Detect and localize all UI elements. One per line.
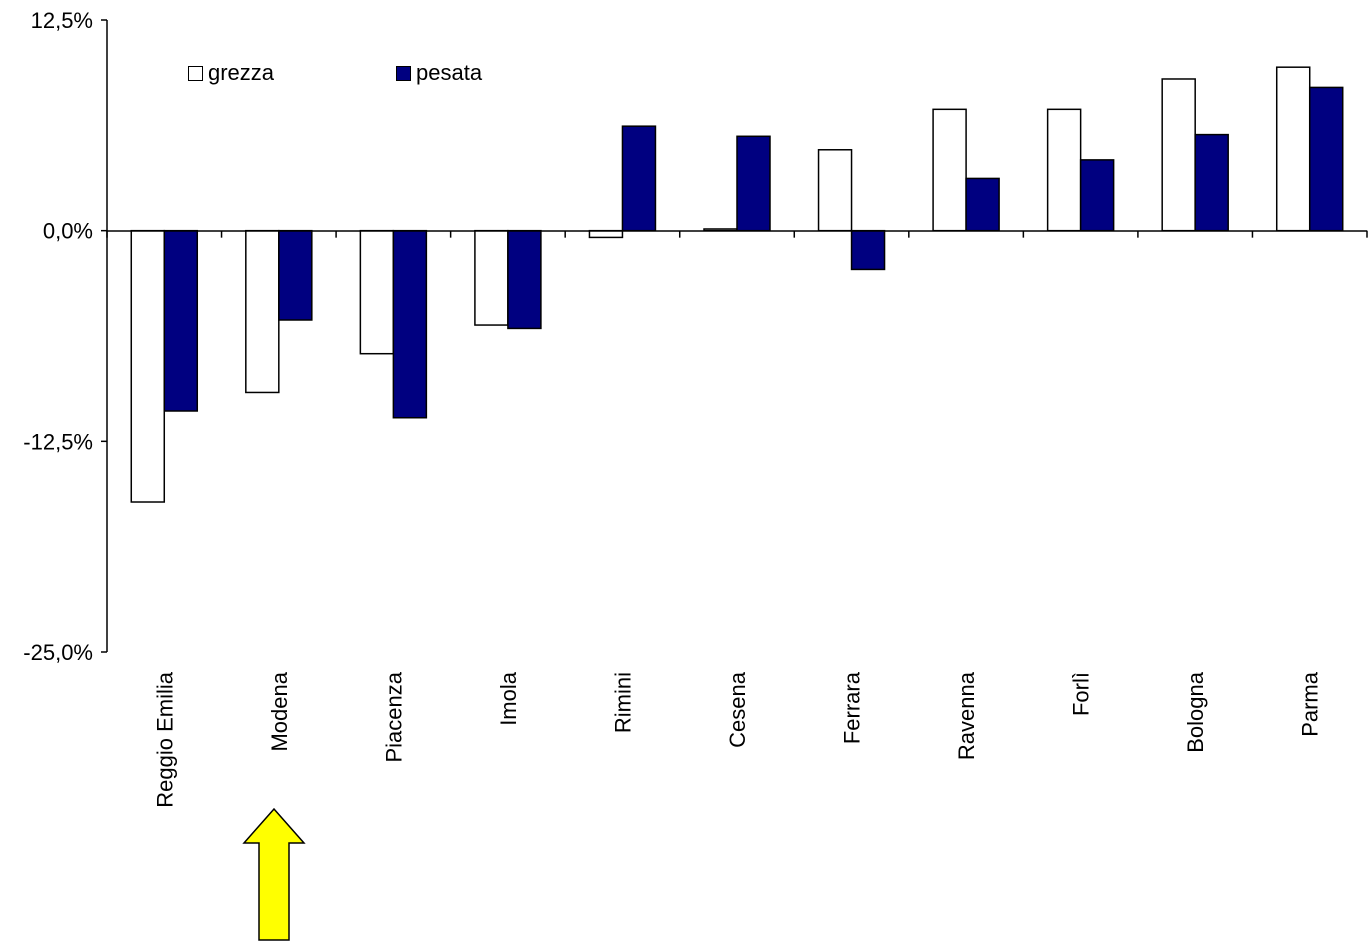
legend-item-pesata: pesata [396, 60, 482, 86]
x-tick-label: Parma [1298, 671, 1323, 737]
x-tick-label: Piacenza [381, 671, 406, 762]
bar-pesata [1308, 86, 1344, 232]
arrow-pointer-icon [242, 807, 306, 941]
bar-pesata [621, 125, 657, 232]
bar-pesata [392, 229, 428, 419]
bar-grezza [359, 229, 395, 355]
bar-pesata [736, 135, 771, 232]
x-tick-label: Cesena [725, 671, 750, 748]
x-tick-label: Rimini [610, 672, 635, 733]
bar-pesata [278, 229, 313, 321]
bar-grezza [817, 149, 853, 232]
x-tick-label: Ravenna [954, 671, 979, 760]
x-labels-group: Reggio Emilia Modena Piacenza Imola Rimini Ce… [152, 671, 1322, 807]
bar-grezza [474, 229, 509, 326]
x-tick-label: Reggio Emilia [152, 671, 177, 807]
bar-pesata [1194, 133, 1229, 232]
bar-pesata [1079, 159, 1115, 232]
legend-swatch-grezza [188, 65, 203, 81]
legend-label-grezza: grezza [208, 60, 275, 85]
bar-pesata [850, 229, 886, 271]
bars-group [130, 66, 1344, 503]
y-ticks-group: 12,5% 0,0% -12,5% -25,0% [23, 8, 107, 665]
bar-grezza [1046, 108, 1082, 232]
bar-grezza [245, 229, 280, 394]
x-tick-label: Bologna [1183, 671, 1208, 753]
legend-swatch-pesata [396, 65, 411, 81]
x-tick-label: Ferrara [840, 671, 865, 744]
x-tick-label: Imola [496, 671, 521, 726]
y-tick-label: 0,0% [43, 219, 93, 244]
legend-item-grezza: grezza [188, 60, 274, 86]
bar-grezza [932, 108, 967, 232]
x-tick-label: Modena [267, 671, 292, 751]
legend-label-pesata: pesata [416, 60, 483, 85]
bar-grezza [130, 229, 166, 503]
bar-grezza [1161, 78, 1196, 232]
bar-pesata [507, 229, 542, 330]
x-tick-label: Forlì [1069, 672, 1094, 716]
y-tick-label: -25,0% [23, 640, 93, 665]
bar-pesata [163, 229, 199, 412]
y-tick-label: 12,5% [31, 8, 93, 33]
x-ticks-group [106, 230, 1368, 238]
bar-pesata [965, 177, 1000, 232]
bar-grezza [1275, 66, 1311, 232]
y-tick-label: -12,5% [23, 429, 93, 454]
